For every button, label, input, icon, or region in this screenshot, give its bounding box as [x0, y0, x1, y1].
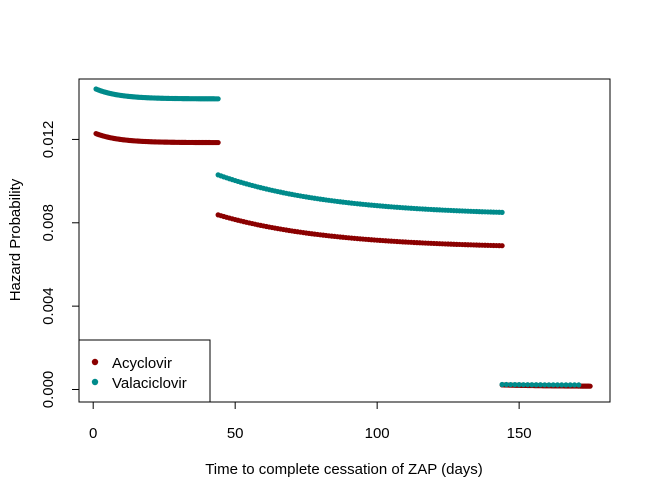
- data-point: [503, 381, 509, 388]
- y-tick-label: 0.012: [40, 121, 57, 159]
- series-valaciclovir: [93, 86, 582, 388]
- x-tick-label: 0: [89, 425, 97, 442]
- data-point: [587, 383, 593, 389]
- legend-label-valaciclovir: Valaciclovir: [112, 375, 187, 392]
- data-point: [525, 382, 531, 388]
- data-point: [550, 382, 556, 388]
- data-point: [567, 382, 573, 388]
- series-acyclovir: [93, 130, 593, 389]
- data-point: [537, 382, 544, 388]
- legend-box: [78, 339, 211, 403]
- data-point: [533, 382, 539, 388]
- data-point: [499, 381, 505, 388]
- data-point: [563, 382, 569, 388]
- data-point: [571, 382, 578, 388]
- legend-label-acyclovir: Acyclovir: [112, 355, 172, 372]
- legend-marker-valaciclovir: [91, 378, 99, 386]
- x-tick-label: 100: [365, 425, 390, 442]
- legend: Acyclovir Valaciclovir: [78, 339, 211, 403]
- data-point: [512, 382, 518, 388]
- data-point: [215, 139, 221, 146]
- data-point: [559, 382, 565, 388]
- x-tick-label: 50: [227, 425, 244, 442]
- y-tick-label: 0.008: [40, 204, 57, 242]
- x-axis-label: Time to complete cessation of ZAP (days): [205, 461, 483, 478]
- data-point: [215, 96, 221, 102]
- y-axis-label: Hazard Probability: [7, 178, 24, 301]
- data-point: [542, 382, 548, 388]
- data-point: [554, 382, 561, 388]
- data-point: [576, 382, 582, 388]
- data-point: [508, 381, 514, 388]
- data-point: [546, 382, 552, 388]
- y-tick-label: 0.004: [40, 287, 57, 325]
- legend-marker-acyclovir: [91, 358, 99, 366]
- data-layer: [93, 86, 593, 389]
- data-point: [520, 382, 526, 388]
- data-point: [529, 382, 535, 388]
- y-tick-label: 0.000: [40, 371, 57, 409]
- data-point: [499, 243, 505, 249]
- data-point: [516, 382, 522, 388]
- x-tick-label: 150: [507, 425, 532, 442]
- data-point: [499, 209, 505, 215]
